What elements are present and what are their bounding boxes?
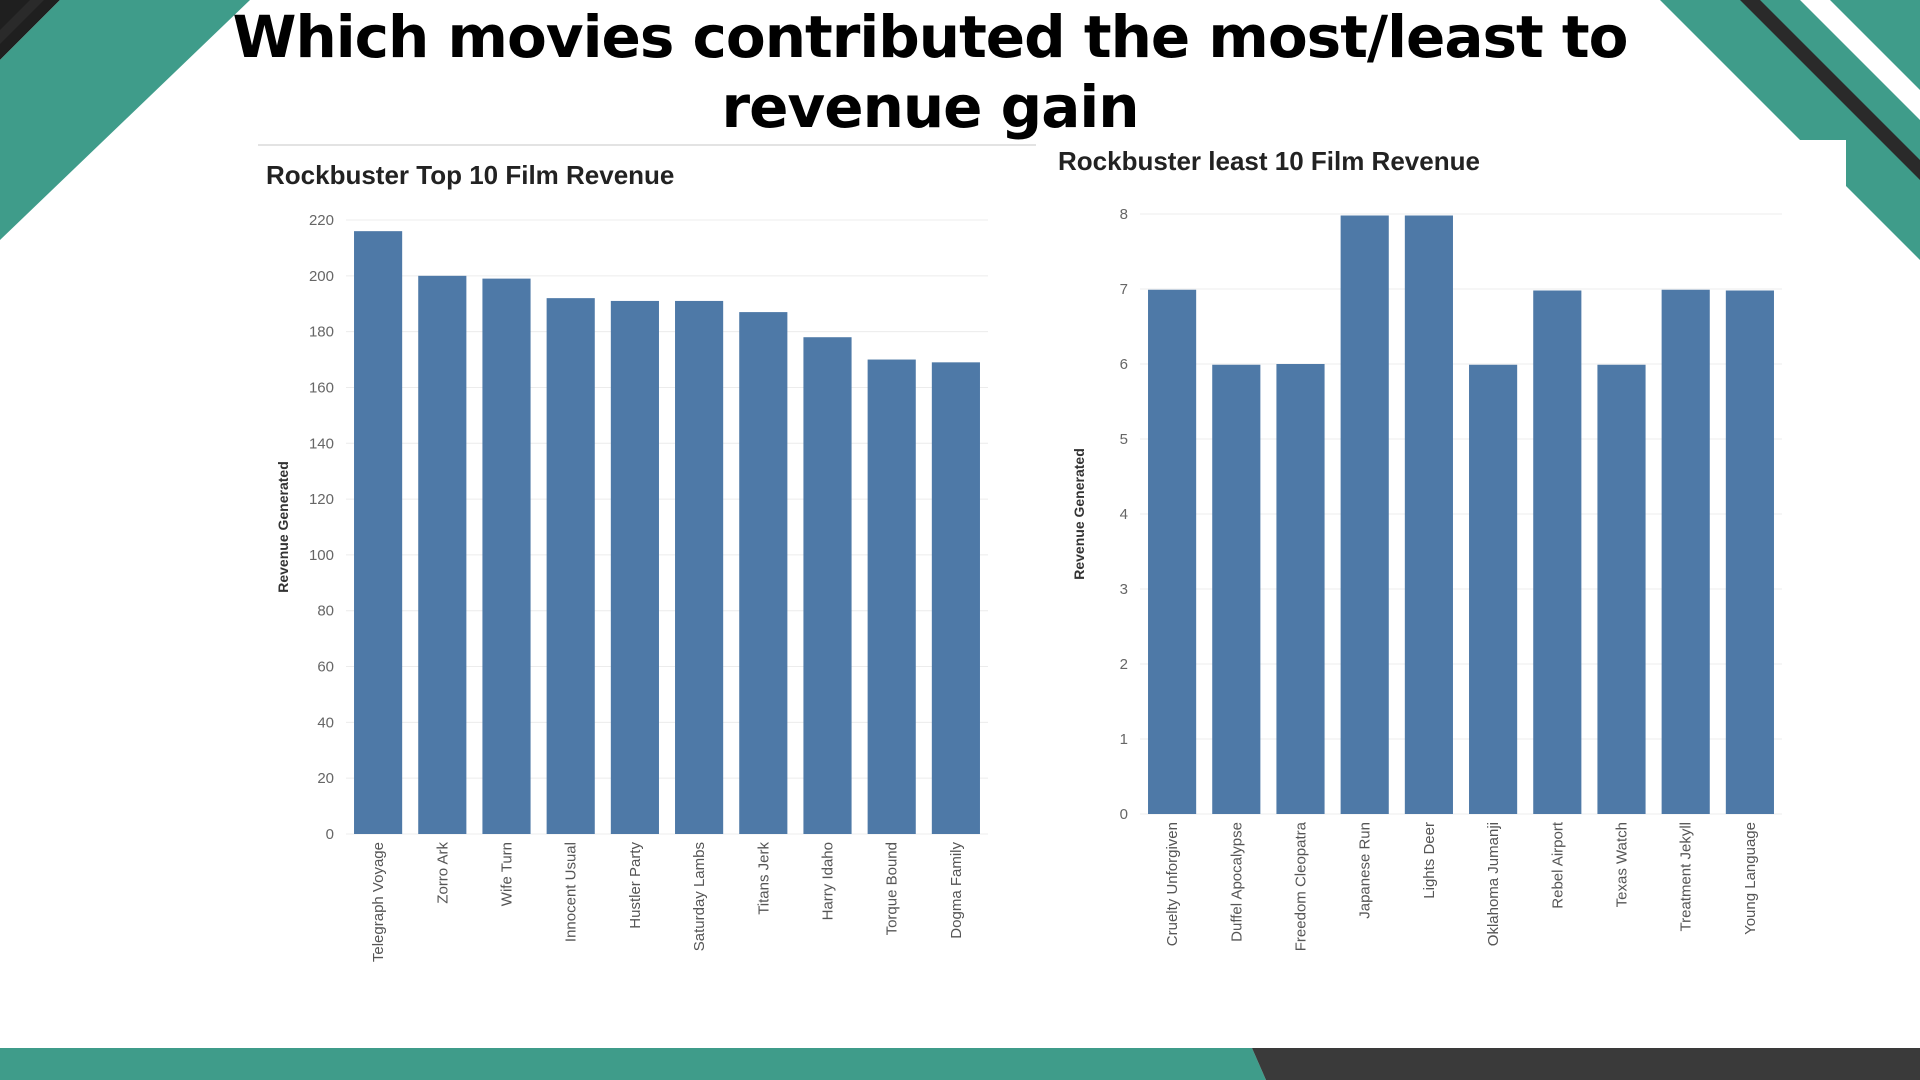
y-tick-label: 120 <box>309 491 334 508</box>
bar <box>418 275 467 834</box>
x-category-label: Cruelty Unforgiven <box>1164 822 1181 946</box>
bar <box>739 312 788 835</box>
x-category-label: Titans Jerk <box>755 842 772 915</box>
top-left-teal-band <box>0 0 250 240</box>
bar <box>867 359 916 834</box>
top-left-dark-line <box>0 0 44 44</box>
y-tick-label: 160 <box>309 379 334 396</box>
bar <box>1533 290 1582 814</box>
top-right-teal-edge <box>1830 0 1920 90</box>
bar <box>1725 290 1774 814</box>
y-tick-label: 200 <box>309 268 334 285</box>
x-category-label: Harry Idaho <box>820 842 837 920</box>
y-tick-label: 20 <box>317 770 334 787</box>
y-tick-label: 7 <box>1120 281 1128 298</box>
bottom-teal-band <box>0 1048 1266 1080</box>
y-tick-label: 0 <box>326 826 334 843</box>
y-tick-label: 3 <box>1120 581 1128 598</box>
top-10-bar-chart: 0 20 40 60 80 100 120 140 160 180 200 220 Revenue Ge… <box>275 212 988 962</box>
bar <box>354 231 403 834</box>
x-category-label: Treatment Jekyll <box>1678 822 1695 931</box>
x-category-label: Duffel Apocalypse <box>1228 822 1245 942</box>
x-category-label: Saturday Lambs <box>691 842 708 951</box>
x-category-label: Japanese Run <box>1357 822 1374 919</box>
bar <box>1597 364 1646 814</box>
y-tick-label: 2 <box>1120 656 1128 673</box>
y-tick-label: 180 <box>309 324 334 341</box>
bar <box>1404 215 1453 814</box>
y-tick-label: 40 <box>317 714 334 731</box>
y-tick-label: 100 <box>309 547 334 564</box>
bar <box>482 278 531 834</box>
y-tick-label: 6 <box>1120 356 1128 373</box>
x-category-label: Wife Turn <box>499 842 516 906</box>
bar <box>1661 289 1710 814</box>
slide-title: Which movies contributed the most/least … <box>232 3 1629 141</box>
x-category-label: Oklahoma Jumanji <box>1485 822 1502 946</box>
x-category-label: Torque Bound <box>884 842 901 935</box>
y-axis-label: Revenue Generated <box>275 461 291 593</box>
y-tick-label: 4 <box>1120 506 1128 523</box>
bar <box>803 337 852 834</box>
bar <box>546 298 595 834</box>
bar <box>1148 289 1197 814</box>
x-category-label: Telegraph Voyage <box>370 842 387 962</box>
y-tick-label: 140 <box>309 435 334 452</box>
x-category-label: Dogma Family <box>948 842 965 939</box>
x-category-label: Freedom Cleopatra <box>1293 821 1310 951</box>
y-tick-label: 220 <box>309 212 334 229</box>
x-category-label: Rebel Airport <box>1549 821 1566 909</box>
least-10-chart-panel: Rockbuster least 10 Film Revenue 0 1 2 3 4 5 6… <box>1044 140 1846 990</box>
top-right-dark-line <box>1740 0 1920 180</box>
bar <box>1340 215 1389 814</box>
y-axis-label: Revenue Generated <box>1071 448 1087 580</box>
y-tick-label: 0 <box>1120 806 1128 823</box>
y-tick-label: 80 <box>317 603 334 620</box>
y-tick-label: 1 <box>1120 731 1128 748</box>
y-tick-label: 5 <box>1120 431 1128 448</box>
bar <box>610 300 659 834</box>
bar <box>675 300 724 834</box>
top-right-teal-band <box>1660 0 1920 260</box>
x-category-label: Texas Watch <box>1614 822 1631 907</box>
x-category-label: Young Language <box>1742 822 1759 935</box>
bar <box>931 362 980 834</box>
x-category-label: Lights Deer <box>1421 822 1438 899</box>
top-10-chart-title: Rockbuster Top 10 Film Revenue <box>266 160 675 190</box>
x-category-label: Hustler Party <box>627 842 644 929</box>
bar <box>1276 364 1325 814</box>
x-category-label: Innocent Usual <box>563 842 580 942</box>
least-10-bar-chart: 0 1 2 3 4 5 6 7 8 Revenue Generated Cruelty Unforg… <box>1071 206 1782 951</box>
top-10-chart-panel: Rockbuster Top 10 Film Revenue 0 20 40 60 80… <box>258 144 1036 996</box>
least-10-chart-title: Rockbuster least 10 Film Revenue <box>1058 146 1480 176</box>
y-tick-label: 60 <box>317 659 334 676</box>
y-tick-label: 8 <box>1120 206 1128 223</box>
bar <box>1469 364 1518 814</box>
bottom-dark-band <box>1252 1048 1920 1080</box>
bar <box>1212 364 1261 814</box>
x-category-label: Zorro Ark <box>434 842 451 904</box>
